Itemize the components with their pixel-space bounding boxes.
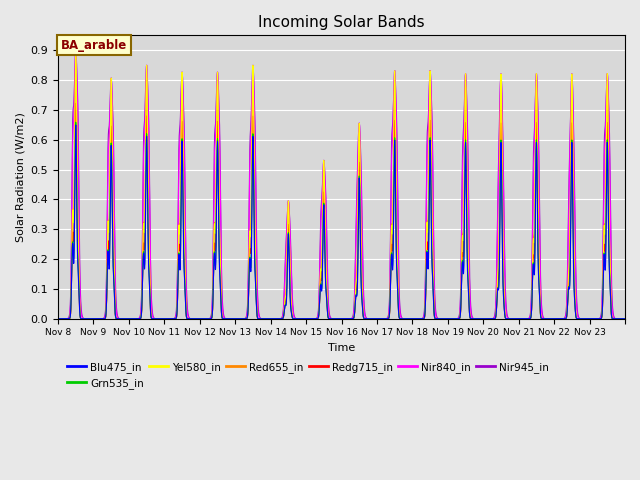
Legend: Blu475_in, Grn535_in, Yel580_in, Red655_in, Redg715_in, Nir840_in, Nir945_in: Blu475_in, Grn535_in, Yel580_in, Red655_… bbox=[63, 358, 553, 393]
Title: Incoming Solar Bands: Incoming Solar Bands bbox=[258, 15, 425, 30]
X-axis label: Time: Time bbox=[328, 343, 355, 353]
Y-axis label: Solar Radiation (W/m2): Solar Radiation (W/m2) bbox=[15, 112, 25, 242]
Text: BA_arable: BA_arable bbox=[61, 39, 127, 52]
